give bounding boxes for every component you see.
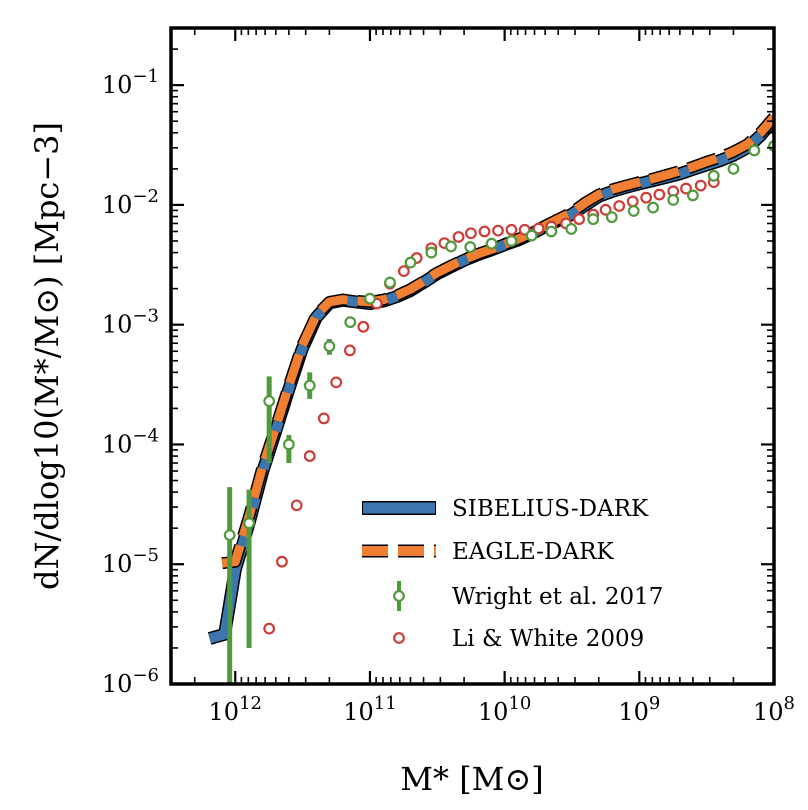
li-white-2009-point — [573, 213, 585, 226]
wright-2017-point — [223, 529, 236, 542]
wright-2017-point — [303, 379, 316, 392]
legend-li-white-label: Li & White 2009 — [452, 626, 644, 652]
wright-2017-point — [748, 144, 761, 157]
wright-2017-point — [464, 241, 477, 253]
li-white-2009-point — [317, 412, 330, 425]
li-white-2009-point — [478, 225, 491, 238]
wright-2017-point — [344, 316, 357, 329]
li-white-2009-point — [613, 200, 626, 212]
wright-2017-point — [605, 211, 618, 224]
eagle-dark-line — [221, 114, 774, 568]
plot-frame — [169, 26, 776, 686]
wright-2017-point — [565, 223, 578, 235]
li-white-2009-point — [290, 499, 303, 512]
legend-li-white-marker — [393, 632, 405, 644]
wright-2017-point — [647, 201, 660, 214]
li-white-2009-point — [397, 265, 410, 278]
wright-2017-point — [323, 340, 336, 353]
li-white-2009-point — [532, 222, 545, 235]
y-axis-title: dN/dlog10(M*/M⊙) [Mpc−3] — [28, 122, 66, 590]
wright-2017-point — [425, 246, 438, 259]
x-tick-label: 1011 — [343, 693, 396, 726]
wright-2017-point — [384, 276, 396, 289]
wright-2017-point — [667, 194, 680, 206]
li-white-2009-point — [330, 376, 343, 389]
legend-eagle-label: EAGLE-DARK — [452, 539, 614, 565]
legend-wright-marker — [393, 590, 405, 602]
legend-sibelius-label: SIBELIUS-DARK — [452, 496, 649, 522]
li-white-2009-point — [653, 188, 666, 201]
wright-2017-point — [627, 205, 640, 217]
y-tick-label: 10−3 — [102, 306, 159, 339]
x-tick-label: 108 — [753, 693, 795, 726]
wright-2017-point — [545, 225, 558, 238]
y-tick-label: 10−5 — [102, 545, 159, 578]
x-axis-title: M* [M⊙] — [400, 760, 543, 798]
li-white-2009-point — [343, 344, 356, 357]
legend-wright-label: Wright et al. 2017 — [452, 584, 663, 610]
wright-2017-point — [404, 256, 417, 269]
x-tick-label: 1010 — [478, 693, 531, 726]
x-tick-label: 109 — [618, 693, 660, 726]
y-tick-label: 10−4 — [102, 425, 159, 458]
li-white-2009-point — [276, 555, 288, 568]
wright-2017-point — [727, 162, 740, 175]
li-white-2009-point — [492, 224, 504, 237]
li-white-2009-point — [640, 191, 653, 204]
y-tick-label: 10−1 — [102, 66, 159, 99]
wright-2017-point — [587, 213, 600, 226]
li-white-2009-point — [357, 320, 370, 333]
li-white-2009-point — [263, 622, 276, 635]
wright-2017-point — [687, 189, 699, 202]
y-tick-label: 10−6 — [102, 665, 159, 698]
li-white-2009-point — [505, 223, 518, 236]
li-white-2009-point — [680, 182, 692, 195]
x-tick-label: 1012 — [209, 693, 262, 726]
wright-2017-point — [707, 169, 720, 182]
y-tick-label: 10−2 — [102, 186, 159, 219]
li-white-2009-point — [599, 203, 612, 216]
wright-2017-point — [282, 438, 295, 451]
li-white-2009-point — [694, 179, 707, 192]
li-white-2009-point — [303, 450, 316, 462]
wright-2017-point — [445, 240, 457, 253]
wright-2017-point — [263, 395, 276, 408]
wright-2017-point — [525, 229, 538, 242]
wright-2017-point — [243, 517, 255, 530]
wright-2017-point — [485, 237, 498, 250]
wright-2017-point — [364, 292, 376, 305]
li-white-2009-point — [626, 195, 639, 208]
wright-2017-point — [505, 235, 518, 247]
li-white-2009-point — [465, 227, 477, 240]
li-white-2009-point — [452, 231, 465, 243]
